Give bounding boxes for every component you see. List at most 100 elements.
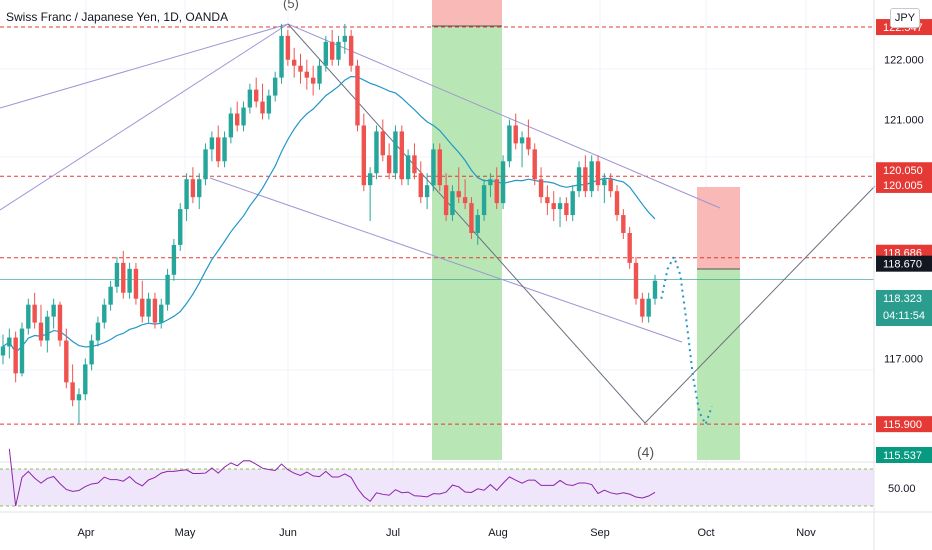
candle-body-94 — [595, 161, 601, 186]
candle-body-26 — [165, 274, 170, 305]
rsi-line — [8, 448, 656, 507]
candle-body-52 — [329, 41, 335, 60]
candle-body-36 — [228, 113, 234, 138]
candle-body-20 — [127, 268, 132, 293]
y-tick-1: 121.000 — [884, 114, 924, 126]
chart-title: Swiss Franc / Japanese Yen, 1D, OANDA — [6, 10, 229, 24]
candle-body-50 — [317, 65, 322, 84]
x-tick-4: Aug — [488, 527, 508, 539]
candle-body-84 — [532, 149, 537, 180]
candle-body-67 — [424, 185, 430, 198]
candle-body-63 — [399, 131, 404, 180]
rsi-50-tick: 50.00 — [888, 483, 916, 495]
candle-body-101 — [640, 298, 645, 317]
candle-body-90 — [570, 191, 575, 216]
candle-body-69 — [437, 149, 442, 186]
candle-body-96 — [608, 179, 613, 192]
candle-body-16 — [102, 304, 107, 323]
candle-body-60 — [380, 131, 385, 156]
projection-dots — [660, 254, 713, 427]
short-target-zone — [432, 26, 502, 460]
candle-body-93 — [589, 161, 594, 192]
candle-body-97 — [614, 191, 620, 216]
trend-drawings — [0, 23, 876, 424]
x-tick-2: Jun — [279, 527, 297, 539]
candle-body-68 — [431, 149, 436, 186]
candle-body-7 — [45, 316, 50, 341]
short-stop-zone — [432, 0, 502, 26]
candle-body-49 — [310, 77, 316, 84]
candle-body-88 — [557, 203, 563, 210]
candle-body-44 — [279, 35, 284, 78]
candle-body-72 — [456, 191, 461, 198]
y-tick-0: 122.000 — [884, 55, 924, 67]
wave-line-left — [0, 23, 289, 211]
candle-body-61 — [386, 155, 392, 174]
price-axis: 122.000121.000117.000122.547120.050120.0… — [873, 0, 932, 550]
channel-lower-line — [209, 177, 683, 343]
candle-body-2 — [13, 337, 18, 374]
candle-body-0 — [0, 346, 6, 356]
x-tick-5: Sep — [590, 527, 610, 539]
candle-body-32 — [203, 149, 208, 180]
ma-line — [2, 75, 656, 354]
price-label-5: 118.323 — [883, 293, 922, 305]
candle-body-10 — [64, 340, 69, 383]
candle-body-6 — [38, 322, 44, 341]
candle-body-86 — [545, 197, 550, 204]
price-label-bg-5 — [876, 290, 932, 326]
candle-body-34 — [216, 137, 221, 162]
candle-body-46 — [291, 59, 297, 66]
candle-body-56 — [355, 65, 360, 126]
candle-body-83 — [526, 137, 531, 150]
y-tick-2: 117.000 — [884, 353, 923, 365]
price-label-6: 115.900 — [883, 419, 922, 431]
wave-4-label: (4) — [637, 444, 654, 460]
candle-body-95 — [602, 179, 607, 186]
candle-body-79 — [500, 161, 506, 204]
candle-body-103 — [652, 280, 658, 299]
price-label-bg-7 — [876, 447, 932, 463]
candle-body-53 — [336, 41, 341, 60]
candle-body-15 — [95, 322, 101, 341]
candle-body-99 — [627, 232, 632, 263]
candle-body-37 — [235, 113, 240, 126]
x-tick-6: Oct — [697, 527, 714, 539]
candle-body-24 — [152, 298, 158, 323]
price-label-4: 118.670 — [883, 259, 922, 271]
candle-body-48 — [304, 71, 310, 78]
candle-body-39 — [247, 89, 253, 108]
candle-body-73 — [462, 197, 468, 204]
candle-body-89 — [564, 203, 569, 216]
candle-body-21 — [133, 268, 139, 299]
currency-badge[interactable]: JPY — [890, 8, 920, 28]
candle-body-14 — [89, 340, 94, 365]
candle-body-31 — [197, 179, 202, 198]
candle-body-35 — [222, 137, 227, 162]
candle-body-81 — [513, 125, 518, 144]
price-level-lines — [0, 26, 874, 425]
x-tick-0: Apr — [77, 527, 94, 539]
candle-body-28 — [178, 209, 183, 245]
countdown-label: 04:11:54 — [883, 310, 925, 322]
candle-body-33 — [209, 137, 215, 150]
candle-body-57 — [361, 125, 367, 186]
candle-body-18 — [114, 262, 120, 287]
candles — [0, 23, 658, 425]
candle-body-38 — [241, 107, 246, 126]
candle-body-59 — [374, 131, 379, 174]
price-label-7: 115.537 — [883, 450, 922, 462]
candle-body-66 — [418, 173, 423, 198]
candle-body-47 — [298, 65, 303, 72]
long-target-zone — [697, 269, 740, 460]
time-axis: Apr May Jun Jul Aug Sep Oct Nov — [0, 511, 932, 539]
candle-body-87 — [551, 203, 556, 210]
price-label-2: 120.005 — [883, 180, 923, 192]
candle-body-75 — [475, 215, 480, 233]
candle-body-25 — [159, 304, 164, 323]
candle-body-85 — [538, 179, 544, 198]
candle-body-29 — [184, 179, 189, 210]
candle-body-5 — [32, 304, 37, 323]
